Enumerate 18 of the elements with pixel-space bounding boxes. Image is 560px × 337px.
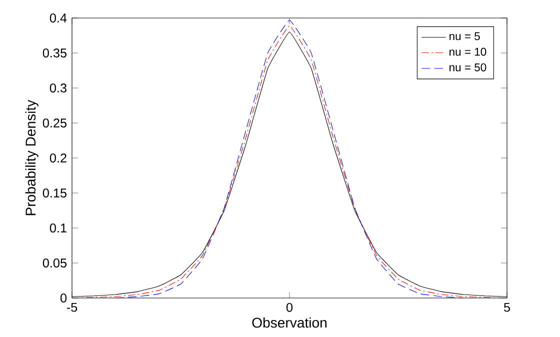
legend-label: nu = 50 (450, 63, 486, 72)
y-tick-label: 0.2 (50, 154, 66, 162)
x-tick-label: 0 (286, 302, 293, 312)
y-tick-label: 0.05 (42, 258, 66, 268)
legend-label: nu = 10 (450, 48, 486, 56)
line-series (115, 20, 464, 298)
y-tick-label: 0.35 (42, 48, 66, 58)
x-axis-title: Observation (252, 317, 326, 328)
y-tick-label: 0.4 (50, 14, 67, 22)
y-tick-label: 0 (60, 294, 67, 302)
y-tick-label: 0.25 (42, 118, 66, 128)
y-tick-label: 0.3 (50, 84, 66, 92)
y-axis-title: Probability Density (25, 100, 38, 216)
y-tick-label: 0.1 (50, 224, 66, 232)
y-tick-label: 0.15 (42, 188, 66, 198)
x-tick-label: 5 (504, 302, 510, 312)
legend-label: nu = 5 (450, 32, 480, 40)
x-tick-label: -5 (66, 302, 78, 312)
